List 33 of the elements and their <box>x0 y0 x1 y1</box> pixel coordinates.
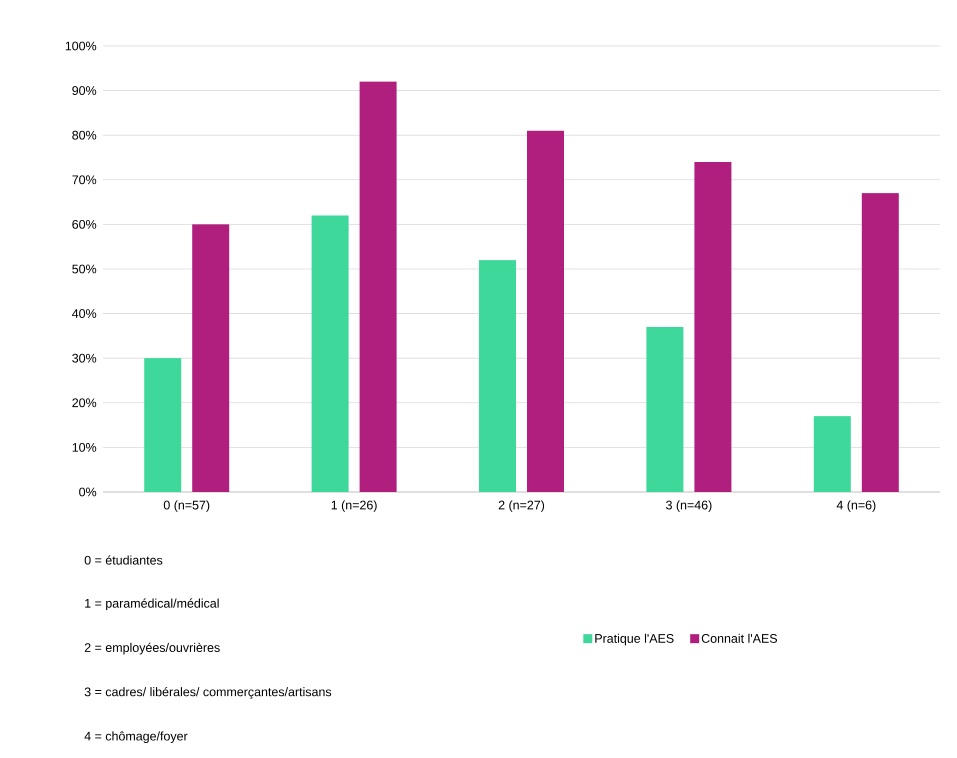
y-tick-label: 100% <box>66 42 96 50</box>
bar <box>312 215 349 492</box>
text: 1 = paramédical/médical <box>85 598 219 610</box>
legend-label: Connait l'AES <box>702 634 778 643</box>
y-tick-label: 80% <box>72 130 96 140</box>
bar <box>360 82 397 492</box>
bar <box>814 416 851 492</box>
bar <box>144 358 182 492</box>
y-tick-label: 10% <box>72 442 96 452</box>
y-tick-label: 60% <box>72 220 96 229</box>
text: 3 = cadres/ libérales/ commerçantes/artisans <box>84 686 332 699</box>
text: 4 = chômage/foyer <box>84 731 188 744</box>
bar <box>694 162 732 492</box>
y-tick-label: 70% <box>72 175 96 184</box>
bar <box>479 260 516 492</box>
text: 2 = employées/ouvrières <box>84 642 220 654</box>
x-tick-label: 0 (n=57) <box>164 500 210 512</box>
y-tick-label: 90% <box>72 86 96 95</box>
y-tick-label: 20% <box>72 398 96 408</box>
x-tick-label: 3 (n=46) <box>666 500 712 512</box>
x-tick-label: 4 (n=6) <box>836 500 876 512</box>
text: 0 = étudiantes <box>84 555 162 565</box>
y-tick-label: 30% <box>72 354 96 363</box>
y-tick-label: 50% <box>72 264 96 274</box>
y-tick-label: 0% <box>79 488 96 496</box>
x-tick-label: 2 (n=27) <box>498 500 544 512</box>
y-tick-label: 40% <box>72 309 96 318</box>
bar <box>192 224 230 492</box>
bar <box>646 326 684 492</box>
x-tick-label: 1 (n=26) <box>332 500 377 512</box>
legend-label: Pratique l'AES <box>595 634 674 646</box>
bar <box>527 130 564 492</box>
bar <box>862 193 899 492</box>
